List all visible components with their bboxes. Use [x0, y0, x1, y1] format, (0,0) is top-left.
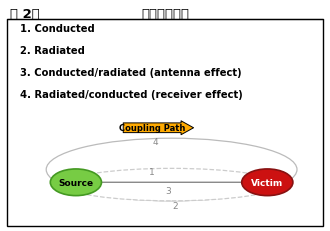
Ellipse shape: [242, 169, 293, 196]
Ellipse shape: [50, 169, 102, 196]
Text: 3. Conducted/radiated (antenna effect): 3. Conducted/radiated (antenna effect): [20, 68, 242, 78]
Text: 1. Conducted: 1. Conducted: [20, 24, 95, 34]
Text: 电磁干扰路径: 电磁干扰路径: [141, 8, 189, 21]
Text: 1: 1: [149, 168, 155, 177]
Text: 4. Radiated/conducted (receiver effect): 4. Radiated/conducted (receiver effect): [20, 90, 243, 100]
Text: 4: 4: [152, 138, 158, 147]
Text: 2: 2: [172, 201, 178, 210]
Text: 2. Radiated: 2. Radiated: [20, 46, 85, 56]
FancyArrowPatch shape: [123, 121, 194, 135]
Ellipse shape: [46, 139, 297, 201]
Text: 3: 3: [165, 187, 171, 196]
Text: 图 2：: 图 2：: [10, 8, 40, 21]
FancyBboxPatch shape: [7, 20, 323, 226]
Ellipse shape: [64, 169, 279, 201]
Text: Coupling Path: Coupling Path: [119, 124, 186, 133]
Text: Source: Source: [58, 178, 93, 187]
Text: Victim: Victim: [251, 178, 283, 187]
